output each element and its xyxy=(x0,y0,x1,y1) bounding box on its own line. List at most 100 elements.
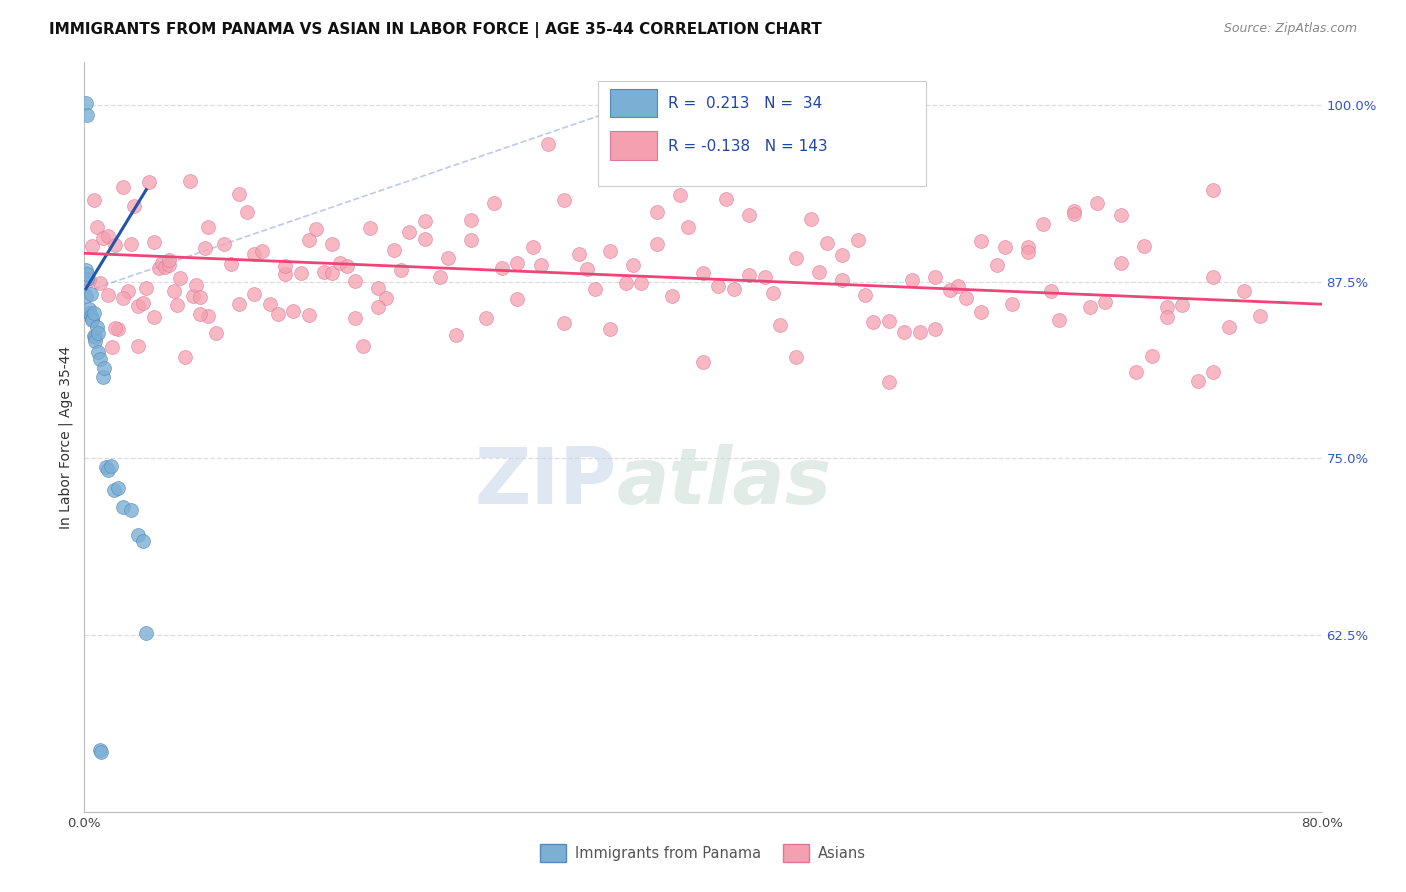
Point xyxy=(986,259,1008,273)
Point xyxy=(336,259,359,273)
Point xyxy=(413,214,436,228)
Text: IMMIGRANTS FROM PANAMA VS ASIAN IN LABOR FORCE | AGE 35-44 CORRELATION CHART: IMMIGRANTS FROM PANAMA VS ASIAN IN LABOR… xyxy=(49,22,823,38)
Point xyxy=(1171,298,1194,312)
Point xyxy=(274,259,297,273)
Point xyxy=(714,193,737,207)
Point xyxy=(800,212,823,227)
Text: atlas: atlas xyxy=(616,444,831,520)
Point xyxy=(946,279,969,293)
Point xyxy=(993,240,1015,254)
Point xyxy=(174,350,197,364)
FancyBboxPatch shape xyxy=(598,81,925,186)
Point xyxy=(877,375,900,389)
Point xyxy=(1125,365,1147,379)
Point xyxy=(1047,312,1070,326)
Point xyxy=(87,326,110,340)
Point xyxy=(614,276,637,290)
Point xyxy=(1218,320,1240,334)
Point xyxy=(1001,297,1024,311)
Point xyxy=(855,287,877,301)
Point xyxy=(707,279,730,293)
Point xyxy=(138,175,160,189)
Point xyxy=(321,237,343,252)
Point xyxy=(568,247,591,261)
Point xyxy=(343,274,366,288)
Point xyxy=(91,370,114,384)
Point xyxy=(77,306,100,320)
Point xyxy=(83,328,105,343)
Point xyxy=(460,212,482,227)
Point xyxy=(669,187,692,202)
Point xyxy=(1202,183,1225,197)
Point xyxy=(815,236,838,251)
Point xyxy=(901,273,924,287)
Point xyxy=(91,231,114,245)
Point xyxy=(583,282,606,296)
Point xyxy=(599,244,621,258)
Point xyxy=(955,292,977,306)
Point xyxy=(90,745,112,759)
Point xyxy=(94,460,117,475)
Point xyxy=(93,361,115,376)
Point xyxy=(159,253,180,268)
Legend: Immigrants from Panama, Asians: Immigrants from Panama, Asians xyxy=(534,838,872,868)
Point xyxy=(738,268,761,283)
Point xyxy=(87,345,110,359)
Point xyxy=(107,322,129,336)
Point xyxy=(522,239,544,253)
Point xyxy=(1233,284,1256,298)
Point xyxy=(122,198,145,212)
Point xyxy=(75,263,97,277)
Point xyxy=(621,258,644,272)
Point xyxy=(274,267,297,281)
Point xyxy=(166,298,188,312)
Point xyxy=(862,315,884,329)
Point xyxy=(1140,349,1163,363)
Point xyxy=(1032,217,1054,231)
Point xyxy=(150,255,173,269)
Point xyxy=(429,270,451,285)
Text: ZIP: ZIP xyxy=(474,444,616,520)
Point xyxy=(163,285,186,299)
Point xyxy=(205,326,228,340)
Point xyxy=(79,286,101,301)
Point xyxy=(89,276,111,290)
Point xyxy=(159,258,180,272)
Point xyxy=(1156,310,1178,324)
Point xyxy=(1202,365,1225,379)
Point xyxy=(184,277,207,292)
Point xyxy=(96,463,118,477)
Point xyxy=(484,195,506,210)
Point xyxy=(970,234,993,248)
Point xyxy=(444,328,467,343)
Point xyxy=(101,340,124,354)
Point xyxy=(1017,244,1039,259)
Point xyxy=(970,305,993,319)
Point xyxy=(169,270,191,285)
Point xyxy=(96,229,118,244)
Point xyxy=(924,270,946,285)
Point xyxy=(754,269,776,284)
Point xyxy=(1094,295,1116,310)
Point xyxy=(367,300,389,314)
Point xyxy=(75,289,97,303)
Point xyxy=(84,330,107,344)
Text: R = -0.138   N = 143: R = -0.138 N = 143 xyxy=(668,139,828,153)
Point xyxy=(100,458,122,473)
Point xyxy=(148,260,170,275)
Point xyxy=(1133,239,1156,253)
Point xyxy=(267,307,290,321)
Point xyxy=(83,306,105,320)
Point xyxy=(1063,207,1085,221)
Point xyxy=(89,743,111,757)
Point xyxy=(82,239,104,253)
Point xyxy=(630,277,652,291)
Point xyxy=(321,266,343,280)
Point xyxy=(179,174,201,188)
Point xyxy=(877,313,900,327)
Point xyxy=(297,233,319,247)
Point xyxy=(77,273,100,287)
Point xyxy=(312,265,335,279)
Point xyxy=(86,319,108,334)
Point xyxy=(1202,270,1225,285)
